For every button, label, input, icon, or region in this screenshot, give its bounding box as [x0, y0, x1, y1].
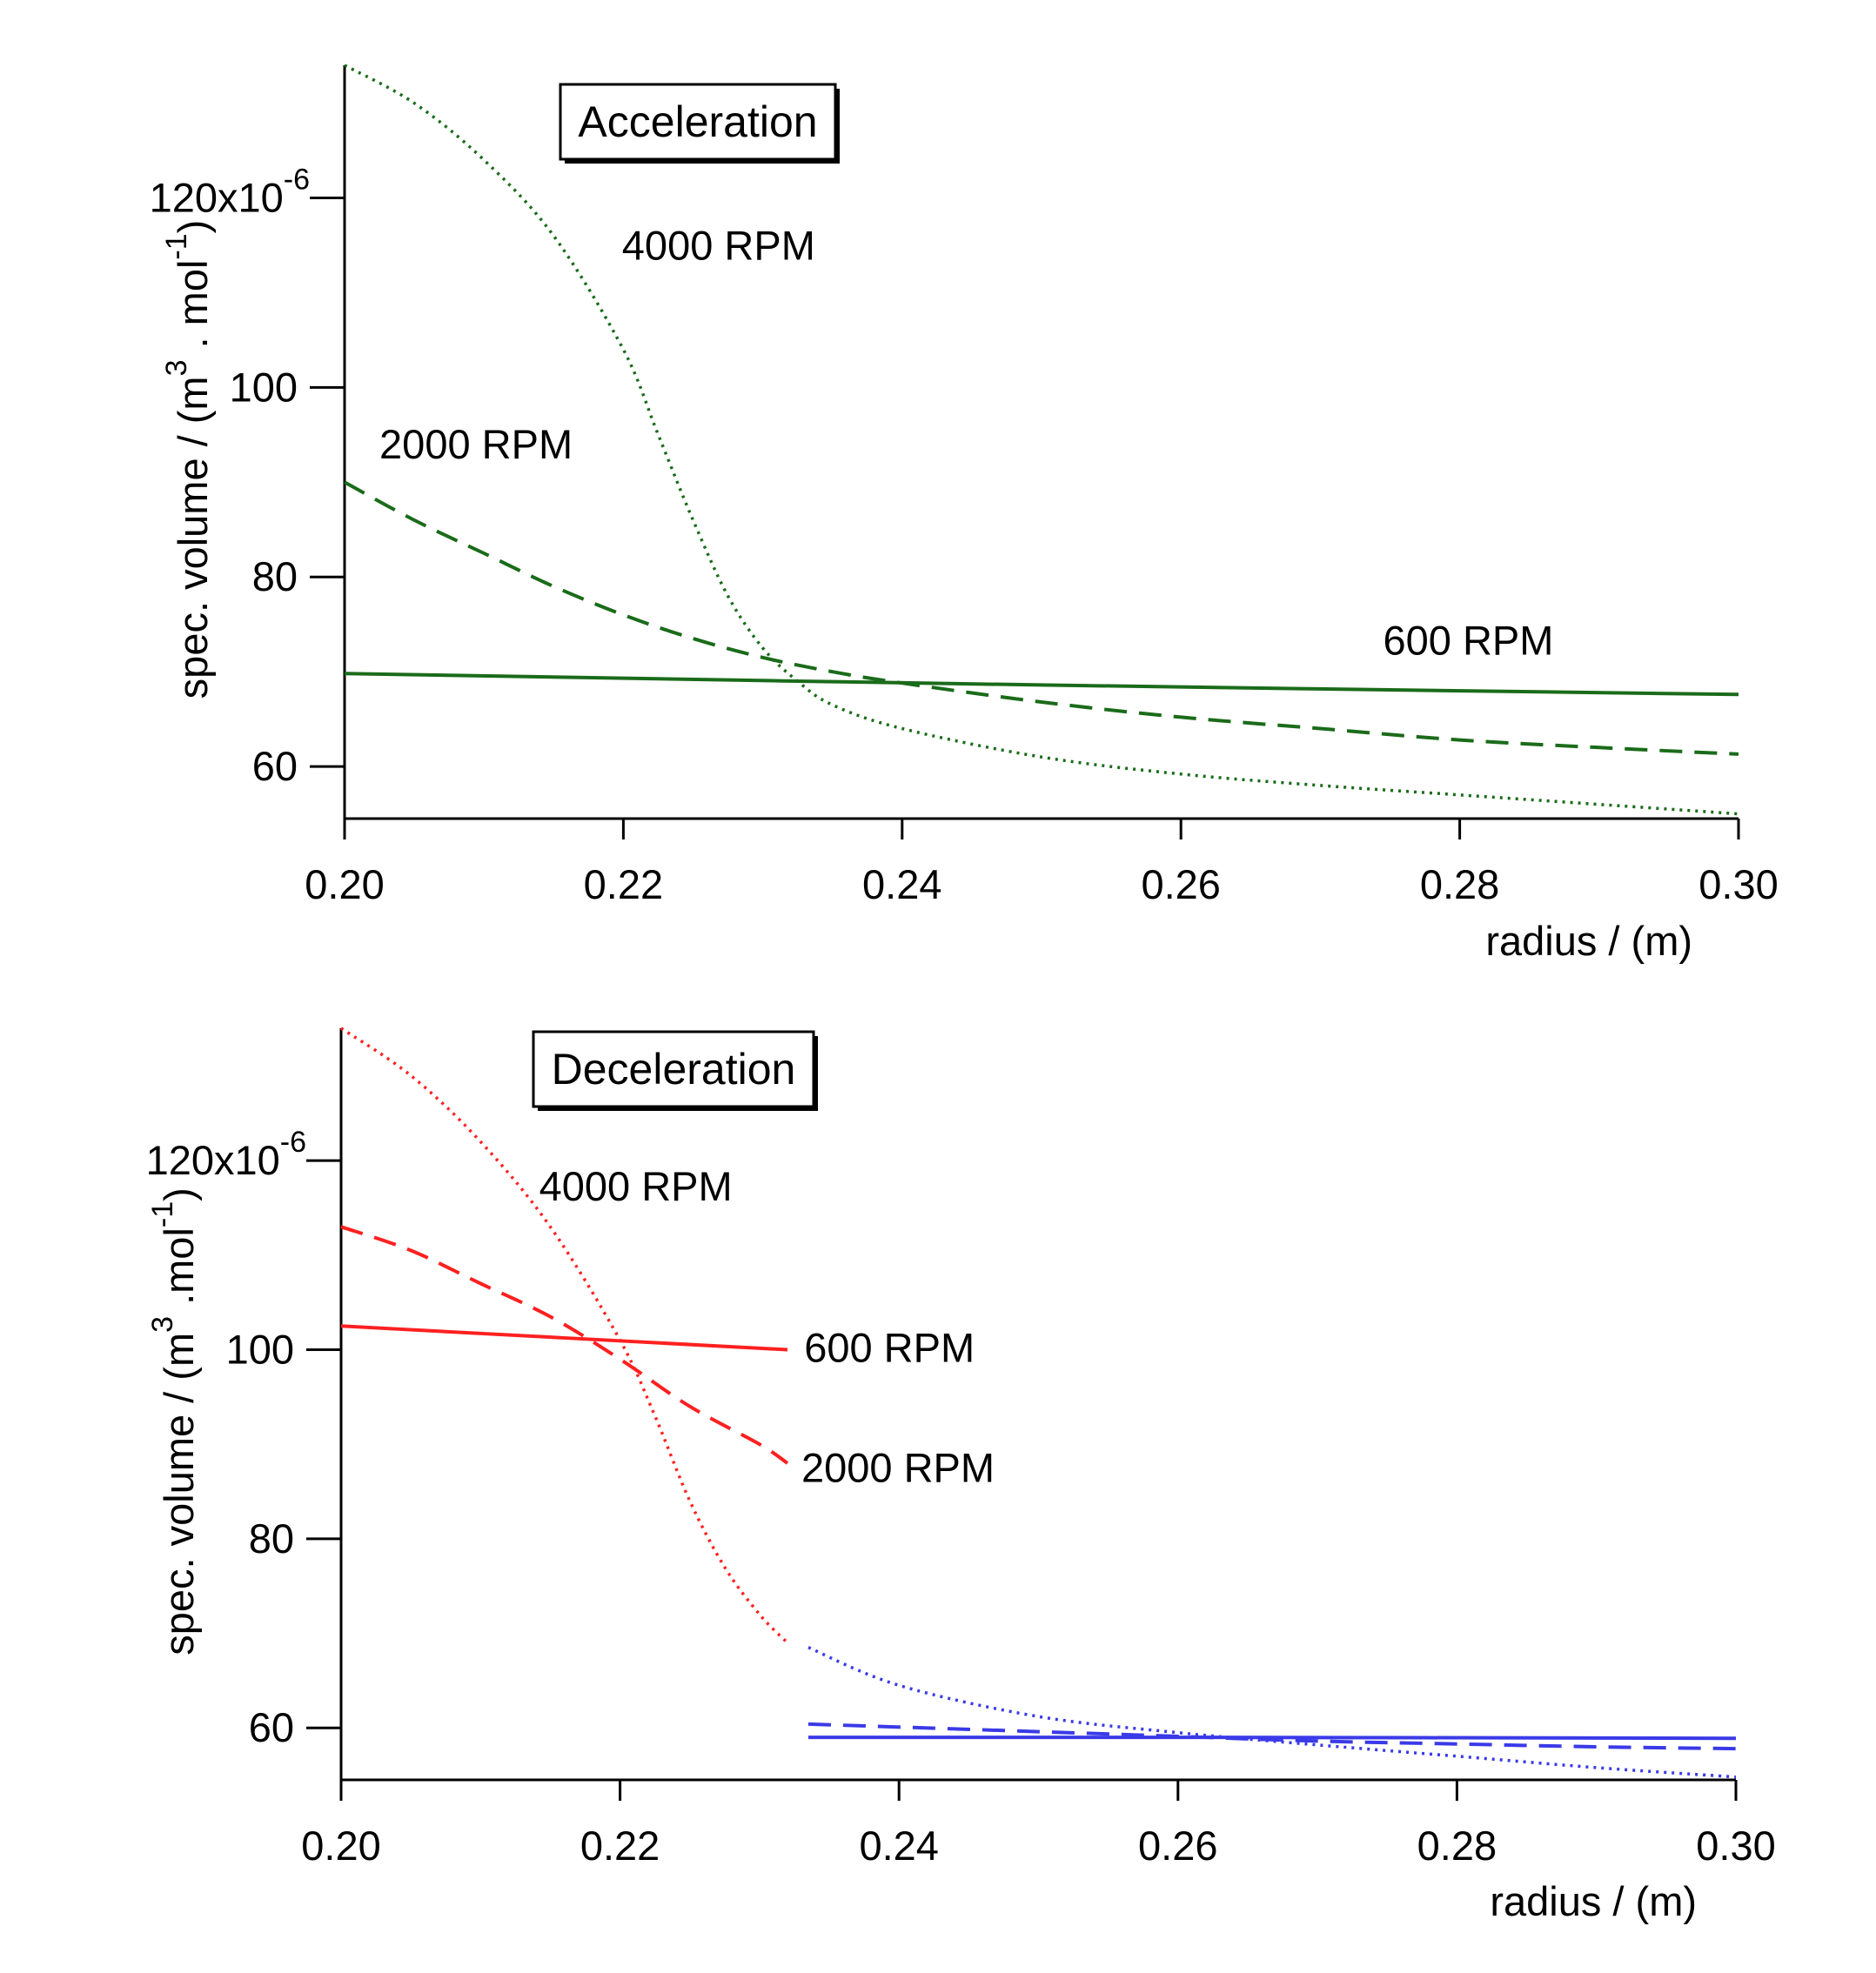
x-tick-label: 0.28 [1420, 861, 1499, 907]
series-line-4000-rpm-dotted [340, 1027, 789, 1644]
series-label: 4000 RPM [539, 1163, 733, 1209]
series-line-600-rpm-solid [344, 672, 1739, 697]
series-label: 600 RPM [1383, 618, 1553, 664]
y-tick-label: 100 [226, 1327, 294, 1373]
y-tick-label: 120x10-6 [146, 1126, 306, 1183]
series-line-600-rpm-solid [340, 1324, 788, 1352]
x-tick-label: 0.26 [1138, 1823, 1217, 1869]
panel-title-box: Deceleration [532, 1030, 818, 1111]
x-tick-label: 0.22 [580, 1823, 660, 1869]
series-label: 600 RPM [804, 1325, 975, 1371]
x-tick-label: 0.22 [584, 861, 663, 907]
series-line-2000-rpm-dashed [807, 1722, 1737, 1751]
series-line-2000-rpm-dashed [340, 1225, 789, 1465]
x-tick-label: 0.24 [862, 861, 941, 907]
x-tick-label: 0.30 [1696, 1823, 1775, 1869]
y-tick-label: 80 [252, 553, 298, 599]
series-label: 2000 RPM [801, 1445, 995, 1491]
x-tick-label: 0.26 [1141, 861, 1220, 907]
panel-title-box: Acceleration [559, 83, 840, 164]
y-axis-title: spec. volume / (m3 .mol-1) [146, 1187, 202, 1655]
panel-acceleration: 0.20 0.22 0.24 0.26 0.28 0.30 60 80 100 120x10-6 r… [150, 64, 1779, 964]
y-axis-title: spec. volume / (m3 . mol-1) [160, 220, 216, 699]
x-tick-label: 0.30 [1698, 861, 1778, 907]
y-tick-label: 60 [249, 1704, 294, 1750]
series-line-600-rpm-solid [807, 1736, 1737, 1741]
x-tick-label: 0.28 [1417, 1823, 1497, 1869]
x-tick-label: 0.20 [305, 861, 384, 907]
y-tick-label: 100 [230, 364, 298, 410]
x-tick-label: 0.20 [301, 1823, 380, 1869]
y-tick-label: 60 [252, 743, 298, 789]
panel-deceleration: 0.20 0.22 0.24 0.26 0.28 0.30 60 80 100 120x10-6 r… [146, 1027, 1776, 1924]
series-line-4000-rpm-dotted [807, 1646, 1737, 1779]
x-tick-label: 0.24 [859, 1823, 938, 1869]
y-tick-label: 80 [249, 1515, 294, 1562]
panel-title: Acceleration [578, 97, 817, 146]
panel-title: Deceleration [552, 1045, 796, 1094]
series-line-2000-rpm-dashed [344, 480, 1739, 756]
series-label: 2000 RPM [379, 421, 573, 467]
x-axis-title: radius / (m) [1485, 918, 1692, 964]
series-label: 4000 RPM [622, 222, 815, 268]
y-tick-label: 120x10-6 [150, 164, 310, 221]
x-axis-title: radius / (m) [1490, 1878, 1697, 1924]
